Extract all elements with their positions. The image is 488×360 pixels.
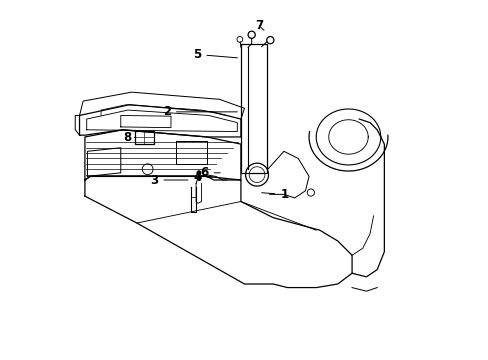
Text: 6: 6 — [200, 166, 220, 179]
Text: 8: 8 — [123, 131, 135, 144]
Text: 1: 1 — [261, 188, 288, 201]
Bar — [241, 44, 266, 173]
Circle shape — [196, 171, 201, 175]
Text: 4: 4 — [193, 171, 213, 184]
Bar — [135, 131, 153, 144]
Text: 5: 5 — [193, 48, 237, 61]
Text: 7: 7 — [255, 19, 264, 32]
Text: 2: 2 — [163, 105, 237, 118]
Circle shape — [196, 176, 201, 180]
Text: 3: 3 — [150, 174, 187, 186]
